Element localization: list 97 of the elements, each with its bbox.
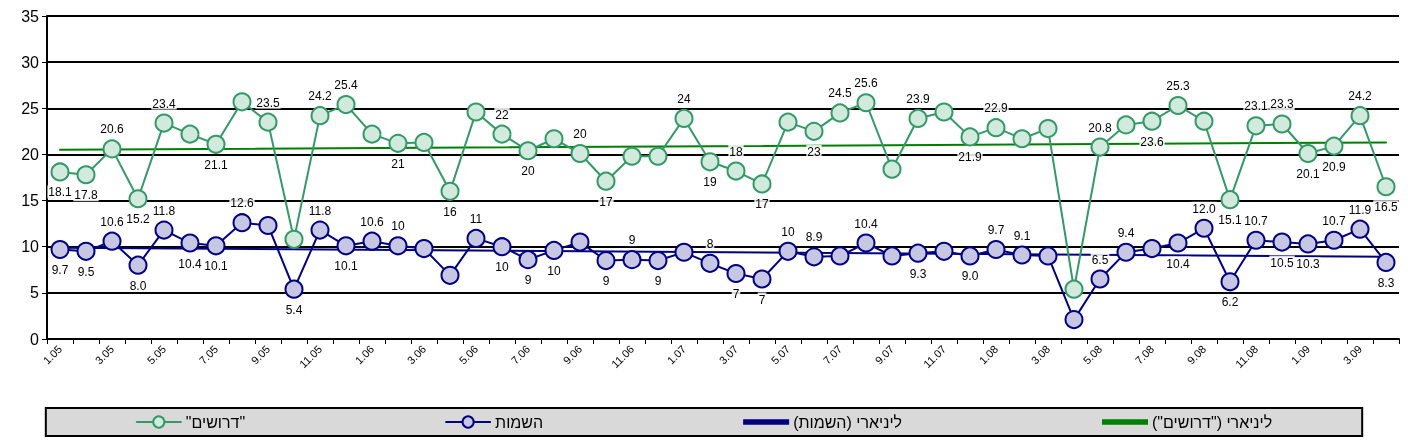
data-label: 23.4 xyxy=(152,96,176,111)
data-label: 10.7 xyxy=(1322,213,1346,228)
data-label: 23.1 xyxy=(1244,99,1268,114)
x-tick-label: 5.06 xyxy=(456,342,481,367)
data-label: 6.2 xyxy=(1221,295,1239,310)
data-label: 15.2 xyxy=(126,212,150,227)
data-label: 7 xyxy=(732,286,740,301)
y-tick-label: 35 xyxy=(21,7,40,25)
legend-label: "דרושים" xyxy=(185,413,246,431)
y-tick-label: 0 xyxy=(30,330,40,348)
data-label: 20 xyxy=(573,127,587,142)
legend-label: השמות xyxy=(495,413,544,431)
data-label: 10 xyxy=(781,224,795,239)
data-label: 20.6 xyxy=(100,122,124,137)
data-label: 10 xyxy=(495,260,509,275)
data-label: 12.0 xyxy=(1192,201,1216,216)
data-label: 10 xyxy=(547,263,561,278)
y-tick-label: 20 xyxy=(21,145,40,163)
data-label: 9 xyxy=(602,274,610,289)
data-label: 24 xyxy=(677,91,691,106)
x-tick-label: 7.06 xyxy=(508,342,533,367)
data-label: 9.7 xyxy=(51,262,69,277)
data-label: 10.4 xyxy=(178,256,202,271)
data-label: 20.1 xyxy=(1296,167,1320,182)
data-label: 11 xyxy=(469,211,483,226)
data-label: 24.2 xyxy=(1348,89,1372,104)
data-label: 18 xyxy=(729,144,743,159)
y-tick-label: 15 xyxy=(21,192,40,210)
x-tick-label: 7.08 xyxy=(1132,342,1157,367)
data-label: 19 xyxy=(703,175,717,190)
data-label: 10.4 xyxy=(1166,256,1190,271)
data-label: 23.5 xyxy=(256,95,280,110)
data-label: 22.9 xyxy=(984,101,1008,116)
data-label: 16.5 xyxy=(1374,200,1398,215)
data-label: 25.3 xyxy=(1166,79,1190,94)
data-label: 11.9 xyxy=(1348,202,1372,217)
data-label: 9 xyxy=(524,273,532,288)
data-label: 8.9 xyxy=(805,230,823,245)
data-label: 10.1 xyxy=(204,259,228,274)
data-label: 10.6 xyxy=(100,214,124,229)
data-label: 11.8 xyxy=(152,203,176,218)
data-label: 9.0 xyxy=(961,269,979,284)
data-label: 9.3 xyxy=(909,266,927,281)
data-label: 23.3 xyxy=(1270,97,1294,112)
data-label: 10.5 xyxy=(1270,255,1294,270)
data-label: 11.8 xyxy=(308,203,332,218)
data-label: 9.7 xyxy=(987,222,1005,237)
data-label: 9.5 xyxy=(77,264,95,279)
data-label: 20.9 xyxy=(1322,159,1346,174)
x-tick-label: 9.06 xyxy=(560,342,585,367)
data-label: 6.5 xyxy=(1091,252,1109,267)
data-label: 9 xyxy=(654,274,662,289)
data-label: 22 xyxy=(495,107,509,122)
x-tick-label: 9.08 xyxy=(1184,342,1209,367)
legend-label: ליניארי (השמות) xyxy=(793,413,903,431)
data-label: 25.6 xyxy=(854,76,878,91)
data-label: 8.3 xyxy=(1377,275,1395,290)
data-label: 9.1 xyxy=(1013,228,1031,243)
data-label: 10.3 xyxy=(1296,257,1320,272)
data-label: 9 xyxy=(628,233,636,248)
data-label: 8 xyxy=(706,236,714,251)
data-label: 24.2 xyxy=(308,89,332,104)
data-label: 20 xyxy=(521,164,535,179)
x-tick-label: 5.08 xyxy=(1080,342,1105,367)
data-label: 10.1 xyxy=(334,259,358,274)
data-label: 10 xyxy=(391,219,405,234)
data-label: 17 xyxy=(599,194,613,209)
x-tick-label: 3.06 xyxy=(404,342,429,367)
data-label: 21 xyxy=(391,156,405,171)
data-label: 21.9 xyxy=(958,150,982,165)
data-label: 17 xyxy=(755,197,769,212)
y-tick-label: 30 xyxy=(21,53,40,71)
data-label: 10.4 xyxy=(854,216,878,231)
data-label: 16 xyxy=(443,204,457,219)
data-label: 24.5 xyxy=(828,86,852,101)
data-label: 18.1 xyxy=(48,185,72,200)
y-tick-label: 5 xyxy=(30,284,40,302)
data-label: 20.8 xyxy=(1088,120,1112,135)
legend-label: ליניארי ("דרושים") xyxy=(1152,413,1273,431)
data-label: 23.6 xyxy=(1140,134,1164,149)
data-label: 8.0 xyxy=(129,278,147,293)
data-label: 10.6 xyxy=(360,214,384,229)
data-label: 25.4 xyxy=(334,78,358,93)
data-label: 23 xyxy=(807,144,821,159)
data-label: 15.1 xyxy=(1218,213,1242,228)
data-label: 9.4 xyxy=(1117,225,1135,240)
data-label: 21.1 xyxy=(204,157,228,172)
x-tick-label: 3.08 xyxy=(1028,342,1053,367)
data-label: 17.8 xyxy=(74,188,98,203)
data-label: 7 xyxy=(758,292,766,307)
data-label: 23.9 xyxy=(906,91,930,106)
data-label: 5.4 xyxy=(285,302,303,317)
y-tick-label: 25 xyxy=(21,99,40,117)
data-label: 12.6 xyxy=(230,196,254,211)
y-tick-label: 10 xyxy=(21,238,40,256)
x-tick-label: 3.09 xyxy=(1340,342,1365,367)
data-label: 10.7 xyxy=(1244,213,1268,228)
